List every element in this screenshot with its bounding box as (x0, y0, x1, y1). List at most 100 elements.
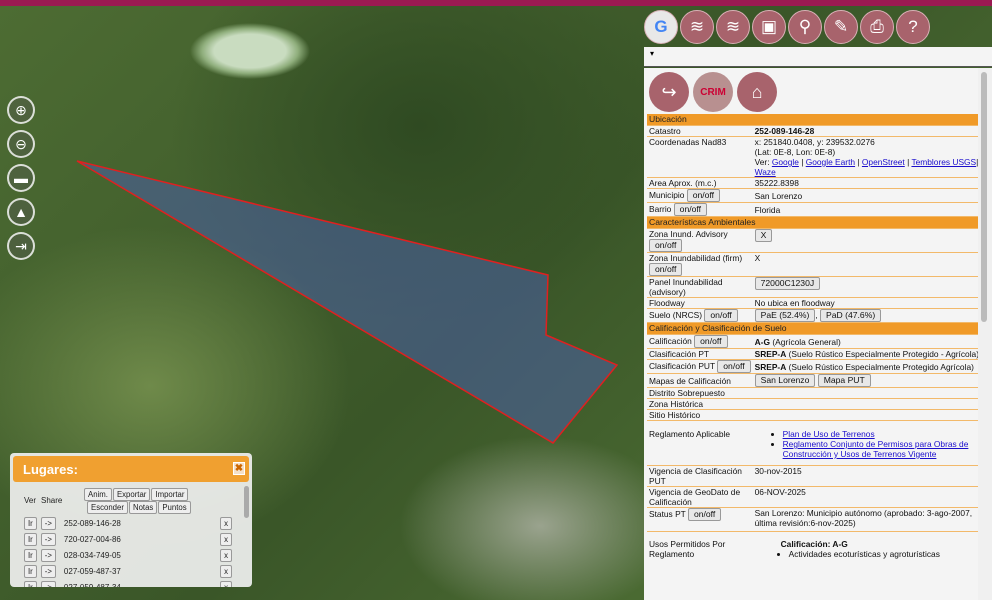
remove-button[interactable]: x (220, 516, 232, 530)
print-icon[interactable]: ⎙ (860, 10, 894, 44)
dropdown-arrow-icon[interactable]: ▾ (650, 49, 655, 58)
firm-toggle-button[interactable]: on/off (649, 263, 683, 276)
puntos-button[interactable]: Puntos (158, 501, 191, 514)
property-table: Ubicación Catastro 252-089-146-28 Coorden… (647, 114, 982, 559)
layers-alt-icon[interactable]: ≋ (716, 10, 750, 44)
measure-icon[interactable]: ▬ (7, 164, 35, 192)
catastro-value: 252-089-146-28 (754, 126, 815, 136)
draw-icon[interactable]: ✎ (824, 10, 858, 44)
sitio-historico-label: Sitio Histórico (647, 409, 982, 421)
clas-put-desc: (Suelo Rústico Especialmente Protegido A… (788, 362, 974, 372)
usos-title: Calificación: A-G (780, 539, 848, 549)
share-button[interactable]: -> (40, 564, 56, 578)
calificacion-label: Calificación (649, 336, 692, 346)
lugares-window: Lugares: ✖ Ver Share Anim. Exportar Impor… (10, 453, 252, 587)
section-calificacion: Calificación y Clasificación de Suelo (647, 322, 982, 335)
remove-button[interactable]: x (220, 564, 232, 578)
advisory-value-button[interactable]: X (754, 229, 773, 242)
clas-put-toggle-button[interactable]: on/off (717, 360, 751, 373)
exportar-button[interactable]: Exportar (112, 488, 151, 501)
layers-icon[interactable]: ≋ (680, 10, 714, 44)
panel-dropdown[interactable]: ▾ (644, 47, 992, 67)
crim-logo-icon[interactable]: CRIM (693, 72, 733, 112)
col-ver: Ver (24, 496, 37, 505)
distrito-label: Distrito Sobrepuesto (647, 387, 982, 399)
coord-label: Coordenadas Nad83 (647, 136, 753, 178)
link-reglamento-conjunto[interactable]: Reglamento Conjunto de Permisos para Obr… (782, 439, 969, 459)
barrio-toggle-button[interactable]: on/off (673, 203, 708, 216)
share-button[interactable]: -> (40, 548, 56, 562)
ir-button[interactable]: Ir (24, 564, 37, 578)
share-button[interactable]: -> (40, 532, 56, 546)
esconder-button[interactable]: Esconder (87, 501, 128, 514)
share-button[interactable]: -> (40, 580, 56, 587)
exit-icon[interactable]: ⇥ (7, 232, 35, 260)
calificacion-toggle-button[interactable]: on/off (694, 335, 728, 348)
lugar-row: Ir -> 027-059-487-37 x (24, 564, 232, 578)
share-button[interactable]: -> (40, 516, 56, 530)
panel-inund-label: Panel Inundabilidad (advisory) (647, 276, 753, 298)
link-waze[interactable]: Waze (754, 167, 776, 177)
suelo-pae-button[interactable]: PaE (52.4%) (754, 309, 816, 322)
ir-button[interactable]: Ir (24, 516, 37, 530)
lugar-row: Ir -> 027-059-487-34 x (24, 580, 232, 587)
clas-pt-code: SREP-A (754, 349, 787, 359)
parcel-polygon[interactable] (76, 160, 619, 444)
info-panel: ↪ CRIM ⌂ Ubicación Catastro 252-089-146-28 … (644, 68, 982, 600)
close-icon[interactable]: ✖ (233, 462, 245, 475)
zoom-in-icon[interactable]: ⊕ (7, 96, 35, 124)
remove-button[interactable]: x (220, 580, 232, 587)
municipio-toggle-button[interactable]: on/off (686, 189, 721, 202)
link-google-earth[interactable]: Google Earth (805, 157, 856, 167)
layer-base-icon[interactable]: ▲ (7, 198, 35, 226)
status-pt-value: San Lorenzo: Municipio autónomo (aprobad… (752, 507, 982, 532)
barrio-value: Florida (752, 202, 982, 217)
ir-button[interactable]: Ir (24, 532, 37, 546)
lugar-id: 720-027-004-86 (63, 534, 121, 544)
lugares-header[interactable]: Lugares: ✖ (13, 456, 249, 482)
lugar-row: Ir -> 720-027-004-86 x (24, 532, 232, 546)
mapa-san-lorenzo-button[interactable]: San Lorenzo (754, 374, 816, 387)
notas-button[interactable]: Notas (128, 501, 158, 514)
area-value: 35222.8398 (752, 177, 982, 189)
scrollbar-thumb[interactable] (981, 72, 987, 322)
help-icon[interactable]: ? (896, 10, 930, 44)
calificacion-desc: (Agrícola General) (772, 337, 841, 347)
advisory-toggle-button[interactable]: on/off (649, 239, 683, 252)
remove-button[interactable]: x (220, 548, 232, 562)
barrio-label: Barrio (649, 204, 672, 214)
catastro-label: Catastro (647, 125, 753, 137)
globe-device-icon[interactable]: ▣ (752, 10, 786, 44)
search-icon[interactable]: ⚲ (788, 10, 822, 44)
municipio-label: Municipio (649, 190, 685, 200)
flood-house-icon[interactable]: ⌂ (737, 72, 777, 112)
suelo-pad-button[interactable]: PaD (47.6%) (820, 309, 882, 322)
lugar-id: 028-034-749-05 (63, 550, 121, 560)
vigencia-put-value: 30-nov-2015 (752, 465, 982, 487)
share-link-icon[interactable]: ↪ (649, 72, 689, 112)
area-label: Area Aprox. (m.c.) (647, 177, 753, 189)
importar-button[interactable]: Importar (151, 488, 189, 501)
link-google[interactable]: Google (771, 157, 799, 167)
mapa-put-button[interactable]: Mapa PUT (817, 374, 871, 387)
link-plan-uso-terrenos[interactable]: Plan de Uso de Terrenos (782, 429, 875, 439)
lugares-scrollbar[interactable] (244, 486, 249, 518)
link-openstreet[interactable]: OpenStreet (861, 157, 905, 167)
anim-button[interactable]: Anim. (84, 488, 112, 501)
lugar-id: 027-059-487-37 (63, 566, 121, 576)
ir-button[interactable]: Ir (24, 548, 37, 562)
zoom-out-icon[interactable]: ⊖ (7, 130, 35, 158)
remove-button[interactable]: x (220, 532, 232, 546)
google-maps-icon[interactable]: G (644, 10, 678, 44)
panel-scrollbar[interactable] (978, 68, 992, 600)
uso-item: Actividades ecoturísticas y agroturístic… (789, 549, 981, 559)
usos-label: Usos Permitidos Por Reglamento (649, 539, 726, 559)
status-pt-toggle-button[interactable]: on/off (687, 508, 722, 521)
firm-label: Zona Inundabilidad (firm) (649, 253, 743, 263)
floodway-value: No ubica en floodway (752, 297, 982, 309)
ir-button[interactable]: Ir (24, 580, 37, 587)
suelo-toggle-button[interactable]: on/off (704, 309, 738, 322)
link-temblores-usgs[interactable]: Temblores USGS (911, 157, 977, 167)
panel-inund-button[interactable]: 72000C1230J (754, 277, 821, 290)
